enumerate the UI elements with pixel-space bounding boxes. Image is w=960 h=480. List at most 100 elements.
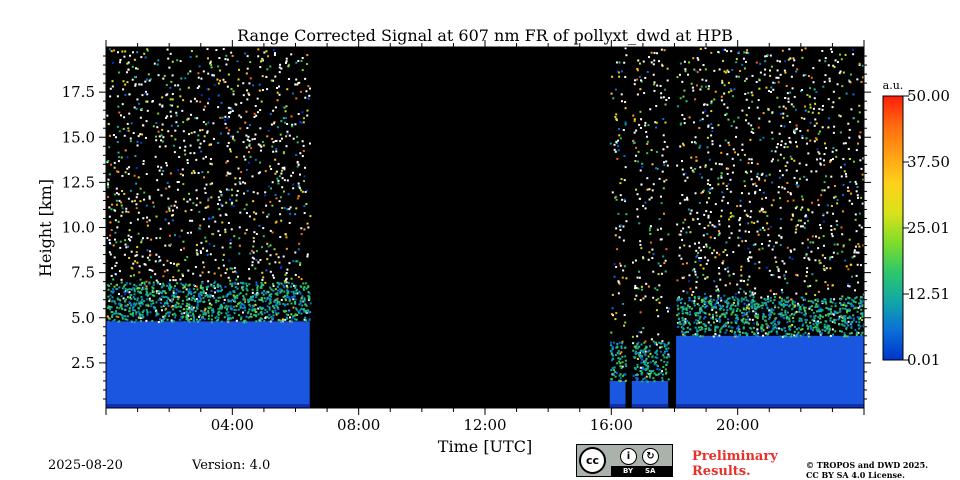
signal-speckle [131, 78, 134, 81]
transition-speckle [751, 331, 754, 334]
transition-speckle [760, 326, 763, 329]
transition-speckle [187, 293, 190, 296]
colorbar [882, 95, 904, 361]
transition-speckle [750, 301, 753, 304]
transition-speckle [301, 295, 304, 298]
signal-speckle [811, 273, 814, 276]
colorbar-tick-label: 37.50 [907, 153, 950, 171]
signal-speckle [807, 75, 810, 78]
signal-speckle [216, 78, 219, 81]
transition-speckle [856, 333, 859, 336]
signal-speckle [860, 167, 863, 170]
transition-speckle [704, 305, 707, 308]
signal-speckle [822, 235, 825, 238]
signal-speckle [166, 181, 169, 184]
transition-speckle [785, 303, 788, 306]
transition-speckle [307, 291, 310, 294]
transition-speckle [157, 312, 160, 315]
signal-heatmap [106, 47, 864, 408]
signal-speckle [217, 141, 220, 144]
transition-speckle [737, 330, 740, 333]
signal-speckle [144, 263, 147, 266]
signal-speckle [713, 249, 716, 252]
signal-speckle [625, 213, 628, 216]
signal-speckle [261, 89, 264, 92]
signal-speckle [139, 317, 142, 320]
transition-speckle [187, 284, 190, 287]
transition-speckle [812, 302, 815, 305]
transition-speckle [843, 331, 846, 334]
signal-speckle [748, 275, 751, 278]
signal-speckle [119, 58, 122, 61]
signal-speckle [732, 215, 735, 218]
transition-speckle [774, 304, 777, 307]
signal-speckle [786, 146, 789, 149]
signal-speckle [232, 135, 235, 138]
signal-speckle [251, 261, 254, 264]
signal-speckle [114, 273, 117, 276]
signal-speckle [212, 216, 215, 219]
transition-speckle [792, 306, 795, 309]
transition-speckle [245, 282, 248, 285]
signal-speckle [824, 281, 827, 284]
transition-speckle [769, 299, 772, 302]
signal-speckle [615, 227, 618, 230]
transition-speckle [232, 305, 235, 308]
signal-speckle [255, 259, 258, 262]
transition-speckle [833, 318, 836, 321]
signal-speckle [710, 110, 713, 113]
signal-speckle [204, 105, 207, 108]
signal-speckle [709, 221, 712, 224]
signal-speckle [619, 194, 622, 197]
signal-speckle [173, 151, 176, 154]
signal-speckle [723, 70, 726, 73]
signal-speckle [786, 115, 789, 118]
transition-speckle [117, 302, 120, 305]
signal-speckle [784, 142, 787, 145]
transition-speckle [149, 292, 152, 295]
transition-speckle [658, 368, 661, 371]
signal-speckle [180, 229, 183, 232]
signal-speckle [818, 236, 821, 239]
signal-speckle [691, 300, 694, 303]
signal-speckle [676, 76, 679, 79]
transition-speckle [738, 331, 741, 334]
transition-speckle [742, 327, 745, 330]
signal-speckle [754, 262, 757, 265]
transition-speckle [139, 290, 142, 293]
signal-speckle [757, 126, 760, 129]
transition-speckle [861, 331, 864, 334]
signal-speckle [726, 254, 729, 257]
signal-speckle [265, 204, 268, 207]
transition-speckle [688, 306, 691, 309]
transition-speckle [171, 297, 174, 300]
boundary-layer-region [609, 380, 626, 408]
signal-speckle [731, 157, 734, 160]
signal-speckle [782, 116, 785, 119]
signal-speckle [638, 270, 641, 273]
signal-speckle [172, 275, 175, 278]
signal-speckle [686, 291, 689, 294]
signal-speckle [855, 149, 858, 152]
transition-speckle [123, 290, 126, 293]
transition-speckle [221, 305, 224, 308]
signal-speckle [709, 184, 712, 187]
signal-speckle [804, 109, 807, 112]
signal-speckle [778, 132, 781, 135]
signal-speckle [777, 276, 780, 279]
transition-speckle [305, 287, 308, 290]
signal-speckle [663, 49, 666, 52]
signal-speckle [676, 279, 679, 282]
signal-speckle [125, 207, 128, 210]
signal-speckle [720, 163, 723, 166]
signal-speckle [652, 340, 655, 343]
transition-speckle [842, 320, 845, 323]
transition-speckle [843, 333, 846, 336]
signal-speckle [613, 263, 616, 266]
transition-speckle [200, 309, 203, 312]
signal-speckle [823, 163, 826, 166]
signal-speckle [301, 155, 304, 158]
transition-speckle [802, 333, 805, 336]
transition-speckle [734, 331, 737, 334]
transition-speckle [861, 304, 864, 307]
